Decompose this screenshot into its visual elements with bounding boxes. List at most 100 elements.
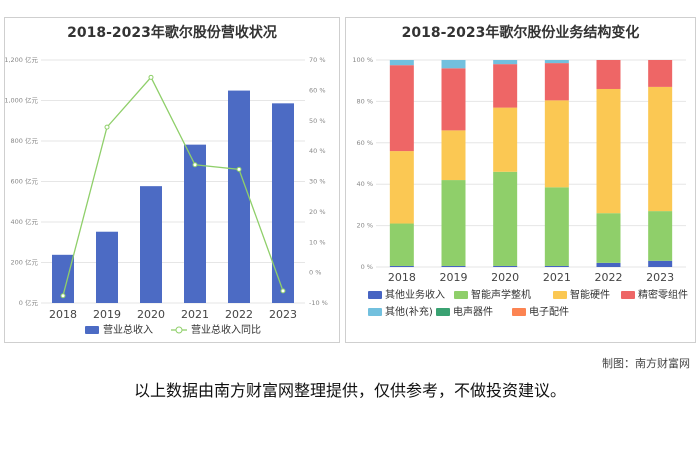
yoy-point — [236, 166, 242, 172]
yoy-point — [60, 293, 66, 299]
x-tick-label: 2019 — [93, 308, 121, 321]
legend-label: 电声器件 — [453, 305, 493, 318]
stack-segment — [648, 260, 673, 267]
x-tick-label: 2018 — [49, 308, 77, 321]
y-right-tick-label: 10 % — [309, 238, 326, 246]
y-tick-label: 100 % — [352, 56, 373, 64]
yoy-point — [104, 124, 110, 130]
stack-segment — [544, 60, 569, 64]
y-right-tick-label: 60 % — [309, 86, 326, 94]
legend-swatch-yoy-marker — [175, 326, 183, 334]
y-left-tick-label: 1,200 亿元 — [5, 55, 38, 64]
structure-chart-title: 2018-2023年歌尔股份业务结构变化 — [401, 25, 640, 41]
legend-swatch — [368, 291, 382, 299]
revenue-chart: 0 亿元 200 亿元 400 亿元 600 亿元 800 亿元 1,000 亿元 1,20… — [5, 55, 328, 336]
revenue-bar — [96, 231, 118, 303]
stack-segment — [544, 187, 569, 266]
revenue-bar — [52, 254, 74, 303]
x-tick-label: 2020 — [137, 308, 165, 321]
source-note: 制图：南方财富网 — [602, 357, 690, 370]
revenue-chart-panel: 2018-2023年歌尔股份营收状况 0 亿元 200 亿元 400 亿元 600 亿… — [4, 17, 340, 343]
y-left-tick-label: 200 亿元 — [11, 258, 39, 267]
stack-segment — [441, 60, 466, 69]
x-tick-label: 2021 — [181, 308, 209, 321]
stack-segment — [544, 63, 569, 101]
stack-segment — [596, 213, 621, 263]
x-tick-label: 2019 — [440, 271, 468, 284]
stack-segment — [493, 60, 518, 65]
y-left-tick-label: 800 亿元 — [11, 136, 39, 145]
stack-segment — [441, 265, 466, 267]
x-tick-label: 2023 — [269, 308, 297, 321]
stack-segment — [493, 107, 518, 172]
x-tick-label: 2021 — [543, 271, 571, 284]
y-tick-label: 60 % — [356, 139, 373, 147]
y-right-tick-label: 50 % — [309, 117, 326, 125]
y-left-tick-label: 600 亿元 — [11, 177, 39, 186]
y-right-tick-label: 0 % — [309, 269, 321, 277]
stack-segment — [389, 60, 414, 66]
x-tick-label: 2023 — [646, 271, 674, 284]
legend-label-yoy: 营业总收入同比 — [191, 323, 261, 336]
stack-segment — [389, 223, 414, 266]
legend-swatch — [512, 308, 526, 316]
x-tick-label: 2022 — [225, 308, 253, 321]
stack-segment — [648, 86, 673, 212]
legend-label-revenue: 营业总收入 — [103, 323, 153, 336]
yoy-point — [280, 288, 286, 294]
x-tick-label: 2018 — [388, 271, 416, 284]
y-left-tick-label: 400 亿元 — [11, 217, 39, 226]
disclaimer: 以上数据由南方财富网整理提供，仅供参考，不做投资建议。 — [133, 381, 566, 400]
stack-segment — [544, 265, 569, 267]
stack-segment — [493, 265, 518, 267]
stack-segment — [389, 265, 414, 267]
y-tick-label: 0 % — [361, 263, 373, 271]
stack-segment — [648, 60, 673, 87]
revenue-bar — [184, 144, 206, 303]
y-tick-label: 20 % — [356, 222, 373, 230]
stack-segment — [596, 60, 621, 89]
revenue-bar — [140, 186, 162, 303]
legend-label: 智能硬件 — [570, 288, 610, 301]
yoy-point — [192, 162, 198, 168]
legend-label: 其他(补充) — [385, 305, 433, 318]
y-right-tick-label: 30 % — [309, 178, 326, 186]
legend-swatch — [454, 291, 468, 299]
stack-segment — [441, 180, 466, 266]
stack-segment — [493, 64, 518, 108]
legend-swatch — [436, 308, 450, 316]
stack-segment — [596, 262, 621, 267]
legend-label: 精密零组件 — [638, 288, 688, 301]
x-tick-label: 2020 — [491, 271, 519, 284]
stack-segment — [596, 88, 621, 214]
structure-chart: 0 % 20 % 40 % 60 % 80 % 100 % 2018 2019 2020 2021… — [352, 56, 688, 318]
y-tick-label: 80 % — [356, 97, 373, 105]
revenue-bar — [228, 90, 250, 303]
y-tick-label: 40 % — [356, 180, 373, 188]
stack-segment — [493, 171, 518, 266]
legend-swatch — [368, 308, 382, 316]
yoy-point — [148, 74, 154, 80]
stack-segment — [389, 65, 414, 152]
legend-label: 电子配件 — [529, 305, 569, 318]
stack-segment — [648, 211, 673, 261]
structure-chart-panel: 2018-2023年歌尔股份业务结构变化 0 % 20 % 40 % 60 % 80 %… — [345, 17, 696, 343]
legend-label: 智能声学整机 — [471, 288, 531, 301]
y-right-tick-label: -10 % — [309, 299, 328, 307]
stack-segment — [441, 68, 466, 131]
y-left-tick-label: 1,000 亿元 — [5, 96, 38, 105]
legend-swatch — [621, 291, 635, 299]
stack-segment — [544, 100, 569, 188]
legend-label: 其他业务收入 — [385, 288, 445, 301]
y-right-tick-label: 40 % — [309, 147, 326, 155]
stack-segment — [441, 130, 466, 181]
stack-segment — [389, 151, 414, 224]
revenue-bar — [272, 103, 294, 304]
revenue-chart-title: 2018-2023年歌尔股份营收状况 — [67, 25, 277, 41]
yoy-line — [62, 76, 284, 296]
y-right-tick-label: 20 % — [309, 208, 326, 216]
y-right-tick-label: 70 % — [309, 56, 326, 64]
legend-swatch-revenue — [85, 326, 99, 334]
y-left-tick-label: 0 亿元 — [19, 298, 39, 307]
x-tick-label: 2022 — [595, 271, 623, 284]
